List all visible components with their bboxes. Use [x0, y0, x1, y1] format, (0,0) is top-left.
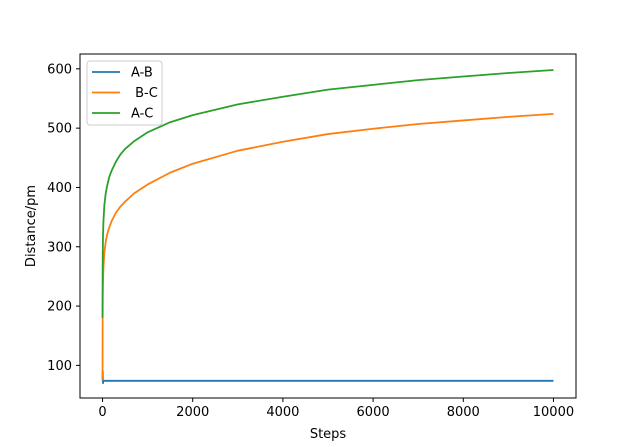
y-tick-label-0: 100: [47, 359, 72, 374]
series-line-2: [101, 69, 554, 318]
legend-label-0: A-B: [131, 66, 153, 81]
legend-label-2: A-C: [131, 107, 153, 122]
x-tick-label-3: 6000: [357, 405, 390, 420]
y-tick-label-5: 600: [47, 62, 72, 77]
y-tick-label-1: 200: [47, 300, 72, 315]
x-tick-label-4: 8000: [447, 405, 480, 420]
x-tick-label-2: 4000: [266, 405, 299, 420]
legend-box: [86, 60, 163, 126]
y-tick-label-4: 500: [47, 122, 72, 137]
x-axis-label: Steps: [310, 427, 347, 442]
axes-frame: [79, 53, 577, 399]
plot-area: [101, 69, 554, 385]
axis-ticks: 0 2000 4000 6000 8000 10000 100 200 300 400 500 600: [47, 53, 577, 420]
legend-label-1: B-C: [131, 86, 158, 101]
y-tick-label-3: 400: [47, 181, 72, 196]
y-tick-label-2: 300: [47, 240, 72, 255]
series-line-0: [101, 370, 554, 385]
x-tick-label-5: 10000: [533, 405, 574, 420]
x-tick-label-0: 0: [98, 405, 106, 420]
x-tick-label-1: 2000: [176, 405, 209, 420]
legend: A-B B-C A-C: [86, 60, 163, 126]
y-axis-label: Distance/pm: [24, 185, 39, 267]
